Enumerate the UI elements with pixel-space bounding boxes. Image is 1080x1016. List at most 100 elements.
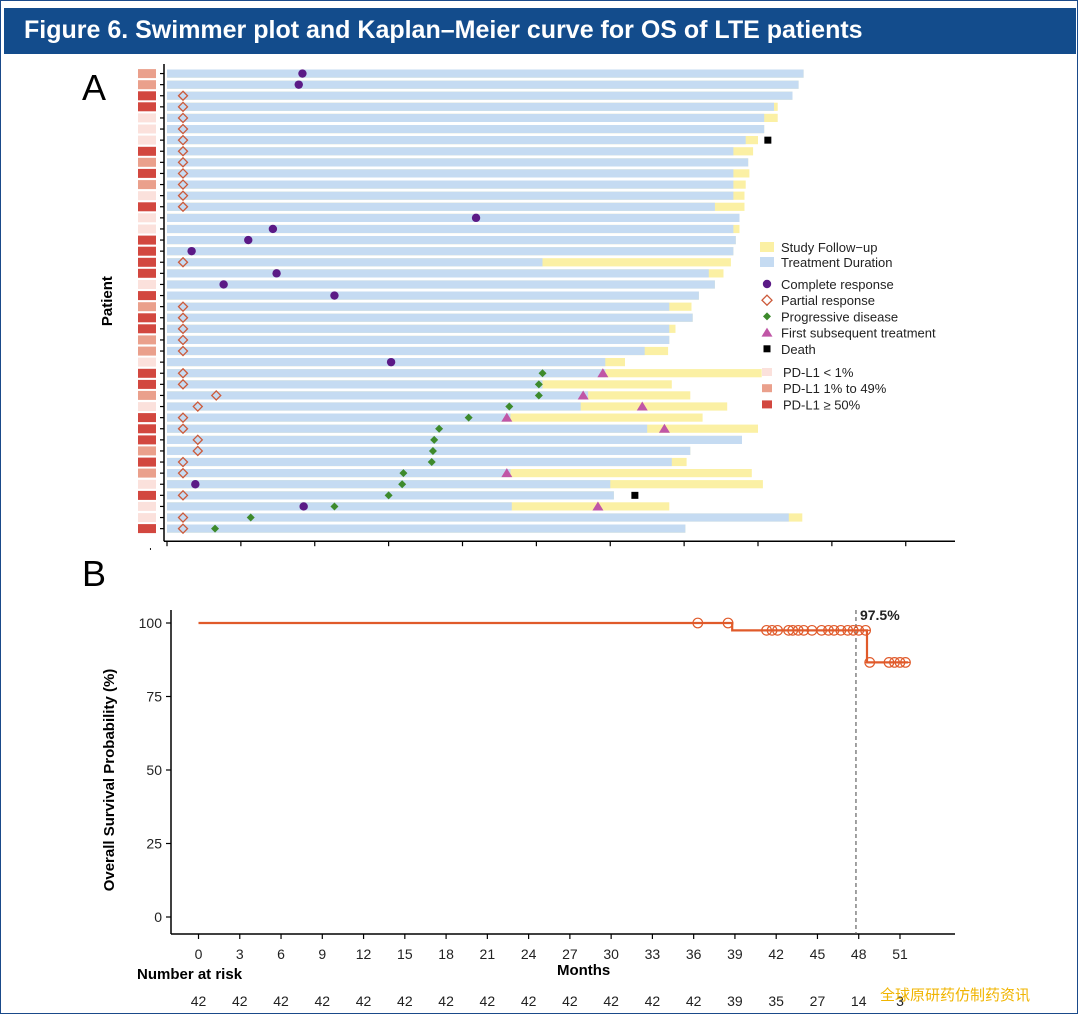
treatment-bar [167,358,606,367]
pdl1-cell [138,435,156,445]
partial-response-marker [177,334,189,346]
subsequent-treatment-marker [577,390,589,400]
pdl1-cell [138,191,156,201]
pdl1-cell [138,424,156,434]
km-y-tick-label: 0 [154,909,162,925]
progressive-disease-marker [399,469,408,478]
km-x-tick-label: 51 [892,946,908,962]
pdl1-cell [138,390,156,400]
pdl1-cell [138,490,156,500]
pdl1-strip-label: PD-L1 [138,547,154,550]
pdl1-cell [138,457,156,467]
swimmer-plot-area: 06121824303642485460MonthsPatientPD-L1 [99,64,955,550]
complete-response-marker [268,224,278,234]
risk-count: 42 [480,993,496,1009]
pdl1-cell [138,357,156,367]
treatment-bar [167,346,645,356]
progressive-disease-marker [505,402,514,411]
treatment-bar [167,202,715,211]
treatment-bar [167,136,746,145]
risk-count: 27 [810,993,826,1009]
risk-count: 35 [768,993,784,1009]
x-tick-label: 54 [824,548,840,550]
pdl1-cell [138,80,156,90]
partial-response-marker [177,201,189,213]
treatment-bar [167,213,740,222]
km-x-tick-label: 30 [603,946,619,962]
treatment-bar [167,435,742,444]
pdl1-cell [138,235,156,245]
km-x-tick-label: 18 [438,946,454,962]
legend-pdl1-swatch-high [762,400,772,409]
partial-response-marker [177,301,189,313]
progressive-disease-marker [435,424,444,433]
title-bar: Figure 6. Swimmer plot and Kaplan–Meier … [4,8,1076,54]
treatment-bar [167,313,693,322]
km-y-tick-label: 25 [146,836,162,852]
pdl1-cell [138,91,156,101]
subsequent-treatment-marker [597,368,609,378]
treatment-bar [167,402,581,411]
subsequent-treatment-marker [658,423,670,433]
km-y-tick-label: 50 [146,762,162,778]
progressive-disease-marker [211,524,220,533]
treatment-bar [167,324,670,333]
pdl1-cell [138,69,156,79]
partial-response-marker [177,523,189,535]
pdl1-cell [138,102,156,112]
partial-response-marker [177,256,189,268]
treatment-bar [167,513,789,522]
risk-count: 42 [603,993,619,1009]
partial-response-marker [177,378,189,390]
km-x-tick-label: 39 [727,946,743,962]
complete-response-marker [219,280,228,289]
treatment-bar [167,158,749,167]
risk-count: 14 [851,993,867,1009]
km-x-axis-title: Months [557,962,610,979]
treatment-bar [167,236,736,245]
partial-response-marker [177,412,189,424]
progressive-disease-marker [246,513,255,522]
treatment-bar [167,180,734,189]
partial-response-marker [177,489,189,501]
progressive-disease-marker [428,446,437,455]
km-y-axis-title: Overall Survival Probability (%) [101,669,118,892]
partial-response-marker [192,401,204,412]
pdl1-cell [138,479,156,489]
legend-death-icon [763,345,771,353]
partial-response-marker [177,123,189,135]
legend-swatch-treatment [760,257,774,267]
x-tick-label: 6 [237,548,245,550]
km-x-tick-label: 9 [318,946,326,962]
treatment-bar [167,191,734,200]
x-tick-label: 30 [529,548,545,550]
pdl1-cell [138,468,156,478]
risk-count: 42 [645,993,661,1009]
subsequent-treatment-marker [501,468,513,478]
pdl1-cell [138,291,156,301]
risk-count: 42 [686,993,702,1009]
complete-response-marker [244,235,253,245]
pdl1-cell [138,268,156,278]
legend-label-pr: Partial response [781,293,875,308]
progressive-disease-marker [534,380,543,389]
progressive-disease-marker [384,491,393,500]
legend-label-treatment: Treatment Duration [781,255,893,270]
pdl1-cell [138,324,156,334]
complete-response-marker [330,291,339,300]
treatment-bar [167,335,670,344]
x-tick-label: 60 [898,548,914,550]
legend-subsequent-icon [761,327,773,337]
risk-count: 42 [232,993,248,1009]
complete-response-marker [471,213,481,223]
pdl1-cell [138,113,156,123]
km-x-tick-label: 42 [768,946,784,962]
partial-response-marker [177,168,189,179]
treatment-bar [167,80,799,89]
partial-response-marker [177,156,189,168]
partial-response-marker [177,367,189,379]
km-x-tick-label: 33 [645,946,661,962]
pdl1-cell [138,446,156,456]
